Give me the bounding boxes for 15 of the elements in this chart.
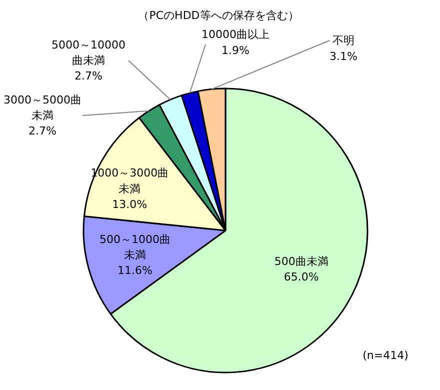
data-label: 13.0% — [112, 198, 148, 211]
data-label: 2.7% — [28, 124, 56, 138]
data-label: 1.9% — [222, 44, 250, 57]
slice-label: 5000～10000曲未満 — [52, 38, 126, 67]
data-label: 2.7% — [74, 70, 102, 83]
data-label: 65.0% — [284, 270, 319, 284]
slice-label: 500曲未満 — [274, 254, 328, 268]
data-label: 3.1% — [330, 50, 358, 63]
slice-label: 10000曲以上 — [202, 28, 270, 42]
slice-label: 不明 — [332, 34, 354, 48]
data-label: 11.6% — [118, 264, 153, 278]
slice-label: 3000～5000曲未満 — [4, 93, 82, 122]
chart-subtitle: （PCのHDD等への保存を含む） — [138, 9, 299, 22]
slice-label: 500～1000曲未満 — [100, 232, 171, 262]
text: (n=414) — [362, 349, 408, 362]
